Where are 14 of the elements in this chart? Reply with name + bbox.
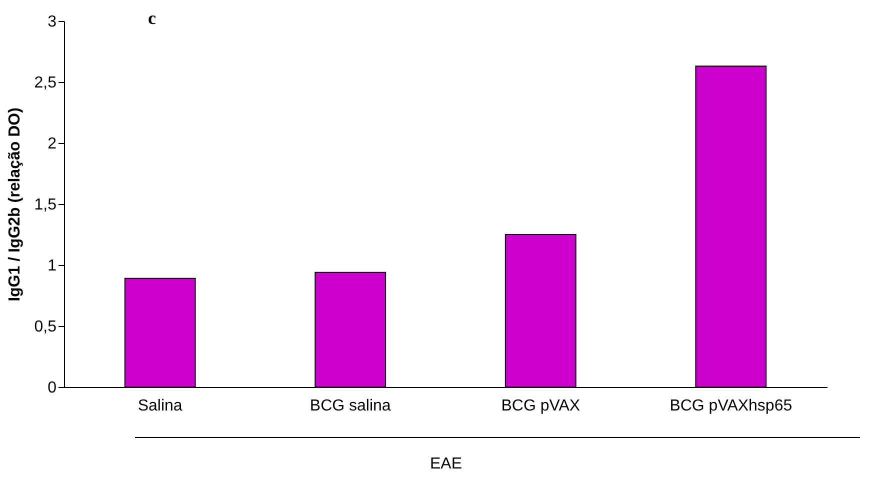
y-tick-label: 2,5 xyxy=(34,74,57,92)
x-tick-label: Salina xyxy=(138,398,182,414)
y-tick-label: 0,5 xyxy=(34,318,57,336)
x-axis-title: EAE xyxy=(430,456,462,472)
y-tick-label: 1,5 xyxy=(34,196,57,214)
y-axis-title: IgG1 / IgG2b (relação DO) xyxy=(6,108,24,302)
x-tick-label: BCG pVAXhsp65 xyxy=(670,398,792,414)
y-tick-label: 3 xyxy=(48,14,57,30)
annotation: c xyxy=(148,8,156,29)
y-tick-label: 1 xyxy=(48,258,57,274)
y-tick-label: 2 xyxy=(48,136,57,152)
x-tick-label: BCG pVAX xyxy=(501,398,580,414)
x-tick-label: BCG salina xyxy=(310,398,391,414)
y-tick-label: 0 xyxy=(48,380,57,396)
